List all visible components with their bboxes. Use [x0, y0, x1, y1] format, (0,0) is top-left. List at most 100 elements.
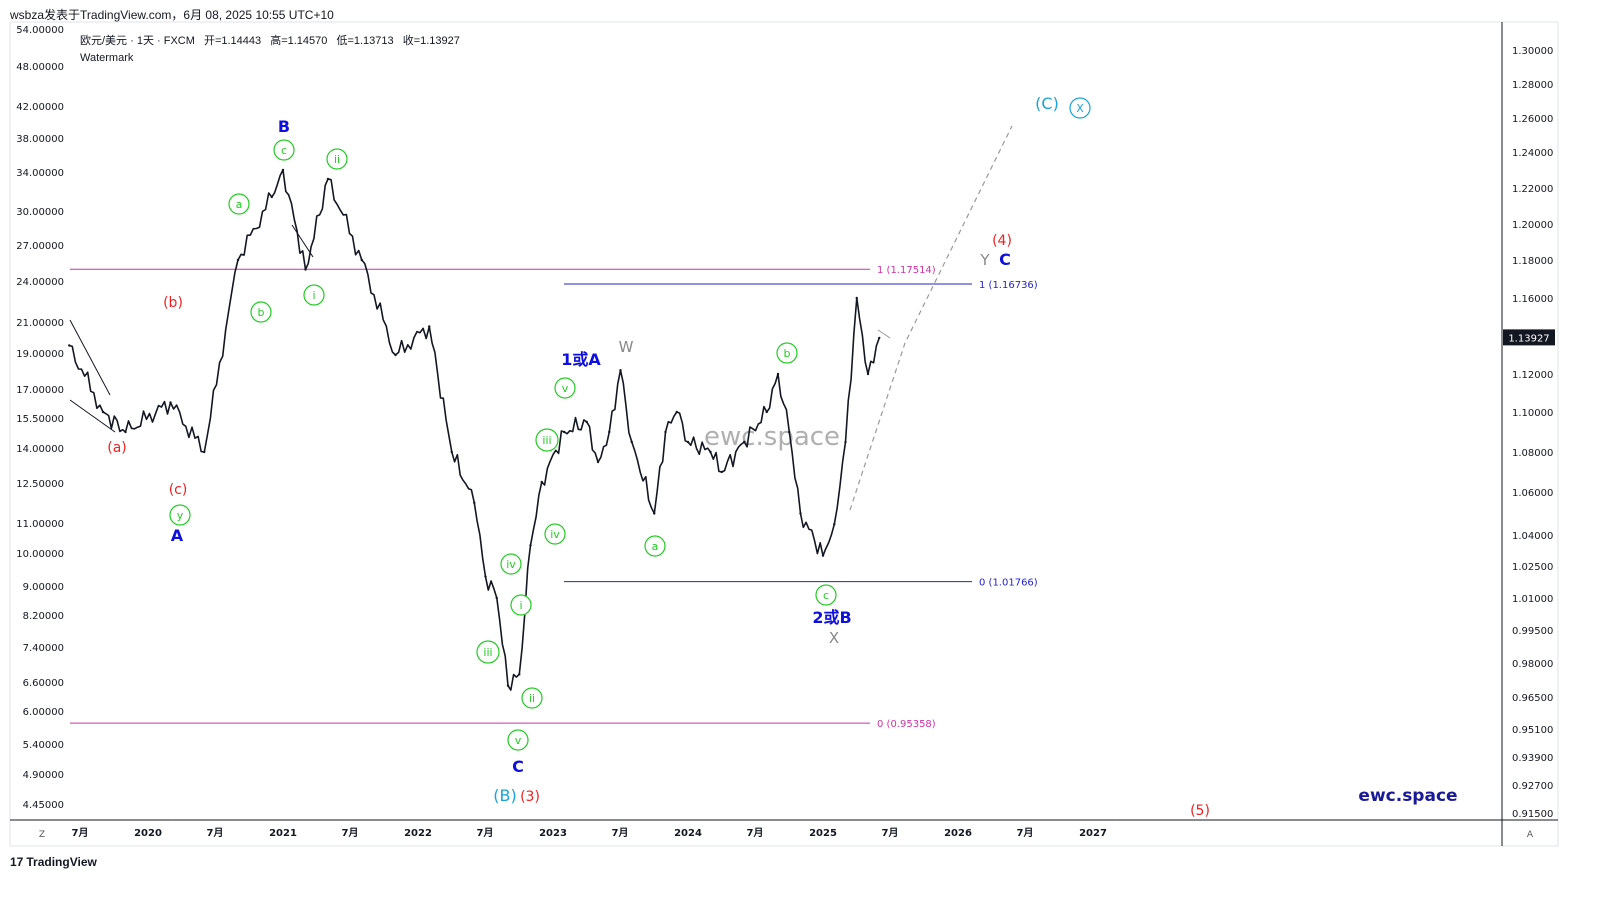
time-tick-label: 7月 [72, 827, 89, 839]
price-point [743, 440, 746, 444]
wave-label: (4) [992, 233, 1012, 249]
right-tick-label: 1.01000 [1512, 594, 1553, 605]
wave-circle [1069, 97, 1091, 119]
price-point [878, 336, 881, 340]
time-axis[interactable]: 7月 2020 7月 2021 7月 2022 7月 2023 7月 2024 7月 2025 7月 20… [39, 827, 1534, 840]
price-point [304, 268, 307, 271]
right-tick-label: 1.06000 [1512, 488, 1553, 499]
wave-label: (a) [107, 440, 127, 456]
high-value: 高=1.14570 [270, 35, 328, 47]
price-point [653, 512, 656, 515]
right-tick-label: 1.18000 [1512, 256, 1553, 267]
wave-label: (B) [493, 786, 516, 805]
left-tick-label: 24.00000 [16, 277, 64, 288]
wave-label: iii [542, 434, 551, 447]
wave-circle [554, 377, 576, 399]
wave-label: (C) [1035, 94, 1059, 113]
price-point [281, 168, 285, 172]
wave-label: ii [529, 692, 535, 705]
wave-circle [169, 504, 191, 526]
left-tick-label: 6.00000 [23, 707, 64, 718]
price-point [450, 450, 453, 454]
right-tick-label: 1.30000 [1512, 46, 1553, 57]
wave-label: a [236, 198, 243, 211]
price-point [675, 410, 678, 414]
left-tick-label: 54.00000 [16, 25, 64, 36]
close-value: 收=1.13927 [402, 35, 460, 47]
left-tick-label: 4.45000 [23, 800, 64, 811]
time-tick-label: 2025 [809, 828, 837, 839]
price-point [236, 258, 240, 262]
time-tick-label: 7月 [207, 827, 224, 839]
left-tick-label: 10.00000 [16, 549, 64, 560]
price-point [596, 460, 600, 464]
right-price-axis[interactable]: 1.30000 1.28000 1.26000 1.24000 1.22000 1.200… [1512, 46, 1553, 820]
left-tick-label: 8.20000 [23, 611, 64, 622]
wave-label: B [278, 117, 290, 136]
time-tick-label: 2022 [404, 828, 432, 839]
price-point [788, 430, 791, 434]
auto-scale-icon: A [1527, 830, 1534, 840]
price-point [203, 450, 206, 454]
wave-label: b [784, 347, 791, 360]
wave-label: c [281, 144, 287, 157]
right-tick-label: 1.28000 [1512, 80, 1553, 91]
wave-label: Y [979, 251, 990, 269]
right-tick-label: 1.26000 [1512, 114, 1553, 125]
publisher-header: wsbza发表于TradingView.com，6月 08, 2025 10:5… [10, 8, 334, 22]
projection-tick [877, 329, 891, 339]
chart-frame [9, 21, 1559, 847]
price-point [326, 177, 330, 181]
time-tick-label: 7月 [747, 827, 764, 839]
wave-circle [644, 535, 666, 557]
tradingview-footer: 17 TradingView [10, 855, 97, 869]
right-tick-label: 1.22000 [1512, 184, 1553, 195]
right-tick-label: 1.04000 [1512, 531, 1553, 542]
price-point [518, 673, 521, 676]
price-point [169, 401, 172, 404]
right-tick-label: 0.92700 [1512, 781, 1553, 792]
price-tag-text: 1.13927 [1508, 333, 1549, 344]
price-point [686, 440, 690, 444]
price-point [630, 440, 633, 444]
study-name[interactable]: Watermark [80, 52, 134, 64]
price-point [720, 470, 723, 474]
price-point [664, 430, 667, 434]
wave-circle [544, 523, 566, 545]
time-tick-label: 7月 [882, 827, 899, 839]
wave-circle [521, 687, 543, 709]
right-tick-label: 0.93900 [1512, 753, 1553, 764]
wave-circle [507, 729, 529, 751]
wave-label: (5) [1190, 803, 1210, 819]
left-tick-label: 11.00000 [16, 519, 64, 530]
price-point [484, 575, 487, 578]
price-point [765, 410, 768, 414]
right-tick-label: 1.20000 [1512, 220, 1553, 231]
outer-border [9, 21, 1559, 847]
price-point [608, 430, 611, 434]
price-point [833, 523, 836, 526]
wave-label: ii [334, 153, 340, 166]
left-price-axis[interactable]: 54.00000 48.00000 42.00000 38.00000 34.00000… [16, 25, 64, 811]
symbol-name[interactable]: 欧元/美元 · 1天 · FXCM [80, 35, 195, 47]
wave-label: (b) [163, 295, 183, 311]
wave-label: b [258, 306, 265, 319]
price-point [270, 195, 273, 199]
price-point [866, 372, 870, 376]
wave-label: W [619, 338, 634, 356]
trendlines [69, 224, 314, 433]
time-tick-label: 7月 [612, 827, 629, 839]
price-point [394, 353, 397, 357]
left-tick-label: 15.50000 [16, 414, 64, 425]
left-tick-label: 34.00000 [16, 168, 64, 179]
wave-circle [500, 553, 522, 575]
wave-label: a [652, 540, 659, 553]
price-point [428, 325, 431, 328]
left-tick-label: 7.40000 [23, 643, 64, 654]
left-tick-label: 14.00000 [16, 444, 64, 455]
wave-label: 2或B [812, 608, 851, 627]
wave-label: i [312, 289, 315, 302]
price-point [360, 258, 363, 262]
time-tick-label: 7月 [1017, 827, 1034, 839]
